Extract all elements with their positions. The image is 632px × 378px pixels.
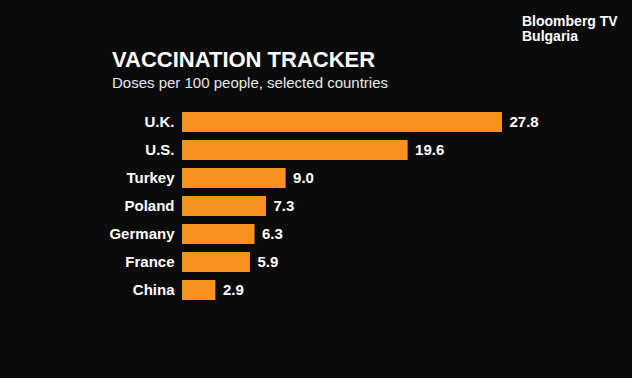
html-text:Bloomberg TV Bulgaria: Bloomberg TV Bulgaria xyxy=(522,13,618,44)
svg-text:Germany: Germany xyxy=(109,225,175,242)
svg-text:Turkey: Turkey xyxy=(126,169,175,186)
svg-text:27.8: 27.8 xyxy=(510,113,539,130)
svg-text:China: China xyxy=(133,281,175,298)
svg-text:5.9: 5.9 xyxy=(257,253,278,270)
svg-text:U.S.: U.S. xyxy=(145,141,174,158)
svg-text:19.6: 19.6 xyxy=(415,141,444,158)
svg-text:9.0: 9.0 xyxy=(293,169,314,186)
svg-text:France: France xyxy=(125,253,174,270)
svg-text:U.K.: U.K. xyxy=(145,113,175,130)
svg-text:2.9: 2.9 xyxy=(223,281,244,298)
svg-text:6.3: 6.3 xyxy=(262,225,283,242)
svg-text:Poland: Poland xyxy=(124,197,174,214)
html-text:VACCINATION TRACKER: VACCINATION TRACKER xyxy=(112,47,376,72)
svg-text:7.3: 7.3 xyxy=(274,197,295,214)
html-text:Doses per 100 people, selected: Doses per 100 people, selected countries xyxy=(112,74,388,91)
